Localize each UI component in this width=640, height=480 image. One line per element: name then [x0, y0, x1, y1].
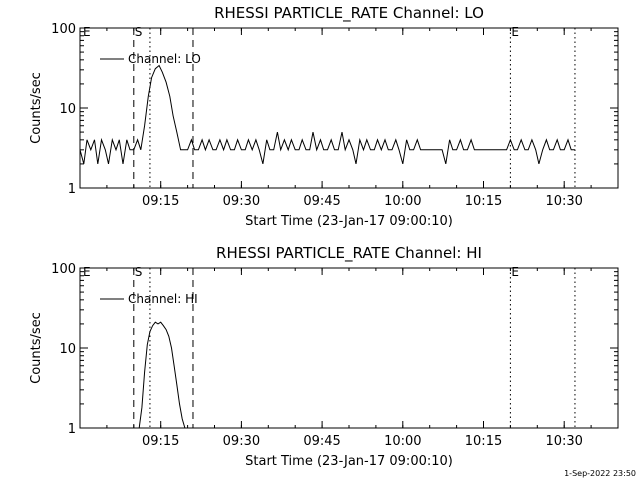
- y-tick-label: 10: [59, 102, 76, 117]
- chart-panel-lo: RHESSI PARTICLE_RATE Channel: LO Counts/…: [29, 4, 619, 229]
- time-marker-label: E: [511, 265, 519, 279]
- x-axis-label: Start Time (23-Jan-17 09:00:10): [245, 214, 453, 229]
- x-tick-label: 10:00: [384, 434, 421, 449]
- y-tick-label: 1: [68, 422, 76, 437]
- x-tick-label: 10:30: [545, 194, 582, 209]
- chart-panel-hi: RHESSI PARTICLE_RATE Channel: HI Counts/…: [29, 244, 619, 469]
- y-axis-label: Counts/sec: [29, 312, 44, 384]
- x-tick-label: 09:45: [303, 434, 340, 449]
- y-axis-label: Counts/sec: [29, 72, 44, 144]
- time-marker-label: S: [135, 25, 143, 39]
- time-marker-label: E: [511, 25, 519, 39]
- legend-label: Channel: LO: [128, 52, 201, 66]
- x-tick-label: 10:00: [384, 194, 421, 209]
- x-axis-label: Start Time (23-Jan-17 09:00:10): [245, 454, 453, 469]
- legend-label: Channel: HI: [128, 292, 198, 306]
- x-tick-label: 09:15: [142, 194, 179, 209]
- corner-label: E: [83, 25, 91, 39]
- y-tick-label: 10: [59, 342, 76, 357]
- time-marker-label: S: [135, 265, 143, 279]
- timestamp: 1-Sep-2022 23:50: [564, 469, 636, 478]
- x-tick-label: 10:30: [545, 434, 582, 449]
- y-tick-label: 1: [68, 182, 76, 197]
- series-line: [80, 64, 575, 165]
- x-tick-label: 09:30: [223, 434, 260, 449]
- x-tick-label: 09:15: [142, 434, 179, 449]
- x-tick-label: 10:15: [465, 434, 502, 449]
- corner-label: E: [83, 265, 91, 279]
- series-line: [138, 321, 186, 428]
- chart-title: RHESSI PARTICLE_RATE Channel: HI: [216, 244, 482, 263]
- y-tick-label: 100: [51, 262, 76, 277]
- chart-title: RHESSI PARTICLE_RATE Channel: LO: [214, 4, 484, 23]
- y-tick-label: 100: [51, 22, 76, 37]
- x-tick-label: 10:15: [465, 194, 502, 209]
- x-tick-label: 09:30: [223, 194, 260, 209]
- x-tick-label: 09:45: [303, 194, 340, 209]
